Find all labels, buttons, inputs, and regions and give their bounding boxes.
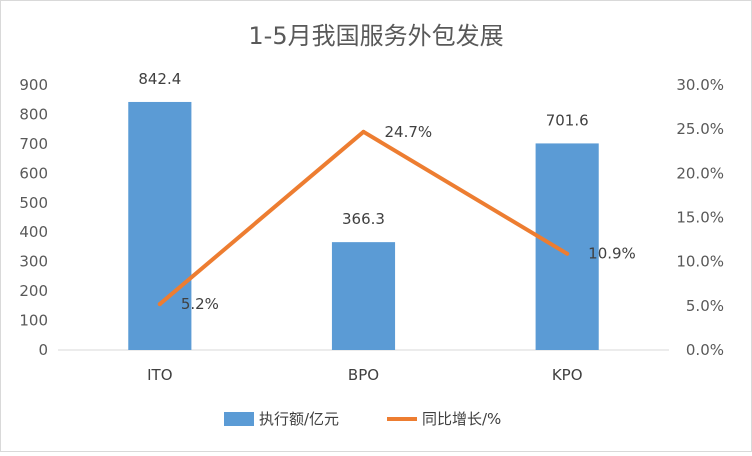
category-label-bpo: BPO	[348, 366, 379, 384]
line-label-ito: 5.2%	[181, 295, 219, 313]
category-labels: ITO BPO KPO	[147, 366, 582, 384]
line-point-bpo	[361, 129, 366, 134]
bar-ito	[128, 101, 192, 351]
left-tick-label: 900	[19, 76, 48, 94]
category-label-ito: ITO	[147, 366, 172, 384]
line-point-ito	[157, 302, 162, 307]
bar-series	[128, 101, 599, 351]
right-tick-label: 25.0%	[676, 120, 724, 138]
bar-label-ito: 842.4	[138, 70, 181, 88]
right-tick-label: 10.0%	[676, 253, 724, 271]
right-tick-label: 5.0%	[686, 297, 724, 315]
left-tick-label: 200	[19, 282, 48, 300]
left-tick-label: 100	[19, 312, 48, 330]
left-tick-label: 700	[19, 135, 48, 153]
left-tick-label: 400	[19, 223, 48, 241]
left-tick-label: 600	[19, 164, 48, 182]
line-label-kpo: 10.9%	[588, 245, 636, 263]
category-label-kpo: KPO	[552, 366, 583, 384]
left-axis-ticks: 0 100 200 300 400 500 600 700 800 900	[19, 76, 48, 359]
bar-bpo	[331, 242, 396, 350]
legend-label-bar: 执行额/亿元	[259, 410, 339, 428]
line-label-bpo: 24.7%	[385, 123, 433, 141]
legend-swatch-bar	[224, 412, 254, 426]
right-tick-label: 30.0%	[676, 76, 724, 94]
bar-label-kpo: 701.6	[546, 111, 589, 129]
left-tick-label: 800	[19, 105, 48, 123]
bar-kpo	[535, 143, 599, 350]
right-tick-label: 15.0%	[676, 209, 724, 227]
right-tick-label: 0.0%	[686, 341, 724, 359]
line-point-kpo	[565, 251, 570, 256]
bar-data-labels: 842.4 366.3 701.6	[138, 70, 588, 228]
bar-label-bpo: 366.3	[342, 210, 385, 228]
line-data-labels: 5.2% 24.7% 10.9%	[181, 123, 636, 313]
legend-label-line: 同比增长/%	[422, 410, 501, 428]
right-axis-ticks: 0.0% 5.0% 10.0% 15.0% 20.0% 25.0% 30.0%	[676, 76, 724, 359]
chart-title: 1-5月我国服务外包发展	[248, 22, 503, 50]
left-tick-label: 300	[19, 253, 48, 271]
left-tick-label: 0	[38, 341, 48, 359]
line-series	[157, 129, 570, 307]
right-tick-label: 20.0%	[676, 164, 724, 182]
legend: 执行额/亿元 同比增长/%	[224, 410, 501, 428]
left-tick-label: 500	[19, 194, 48, 212]
